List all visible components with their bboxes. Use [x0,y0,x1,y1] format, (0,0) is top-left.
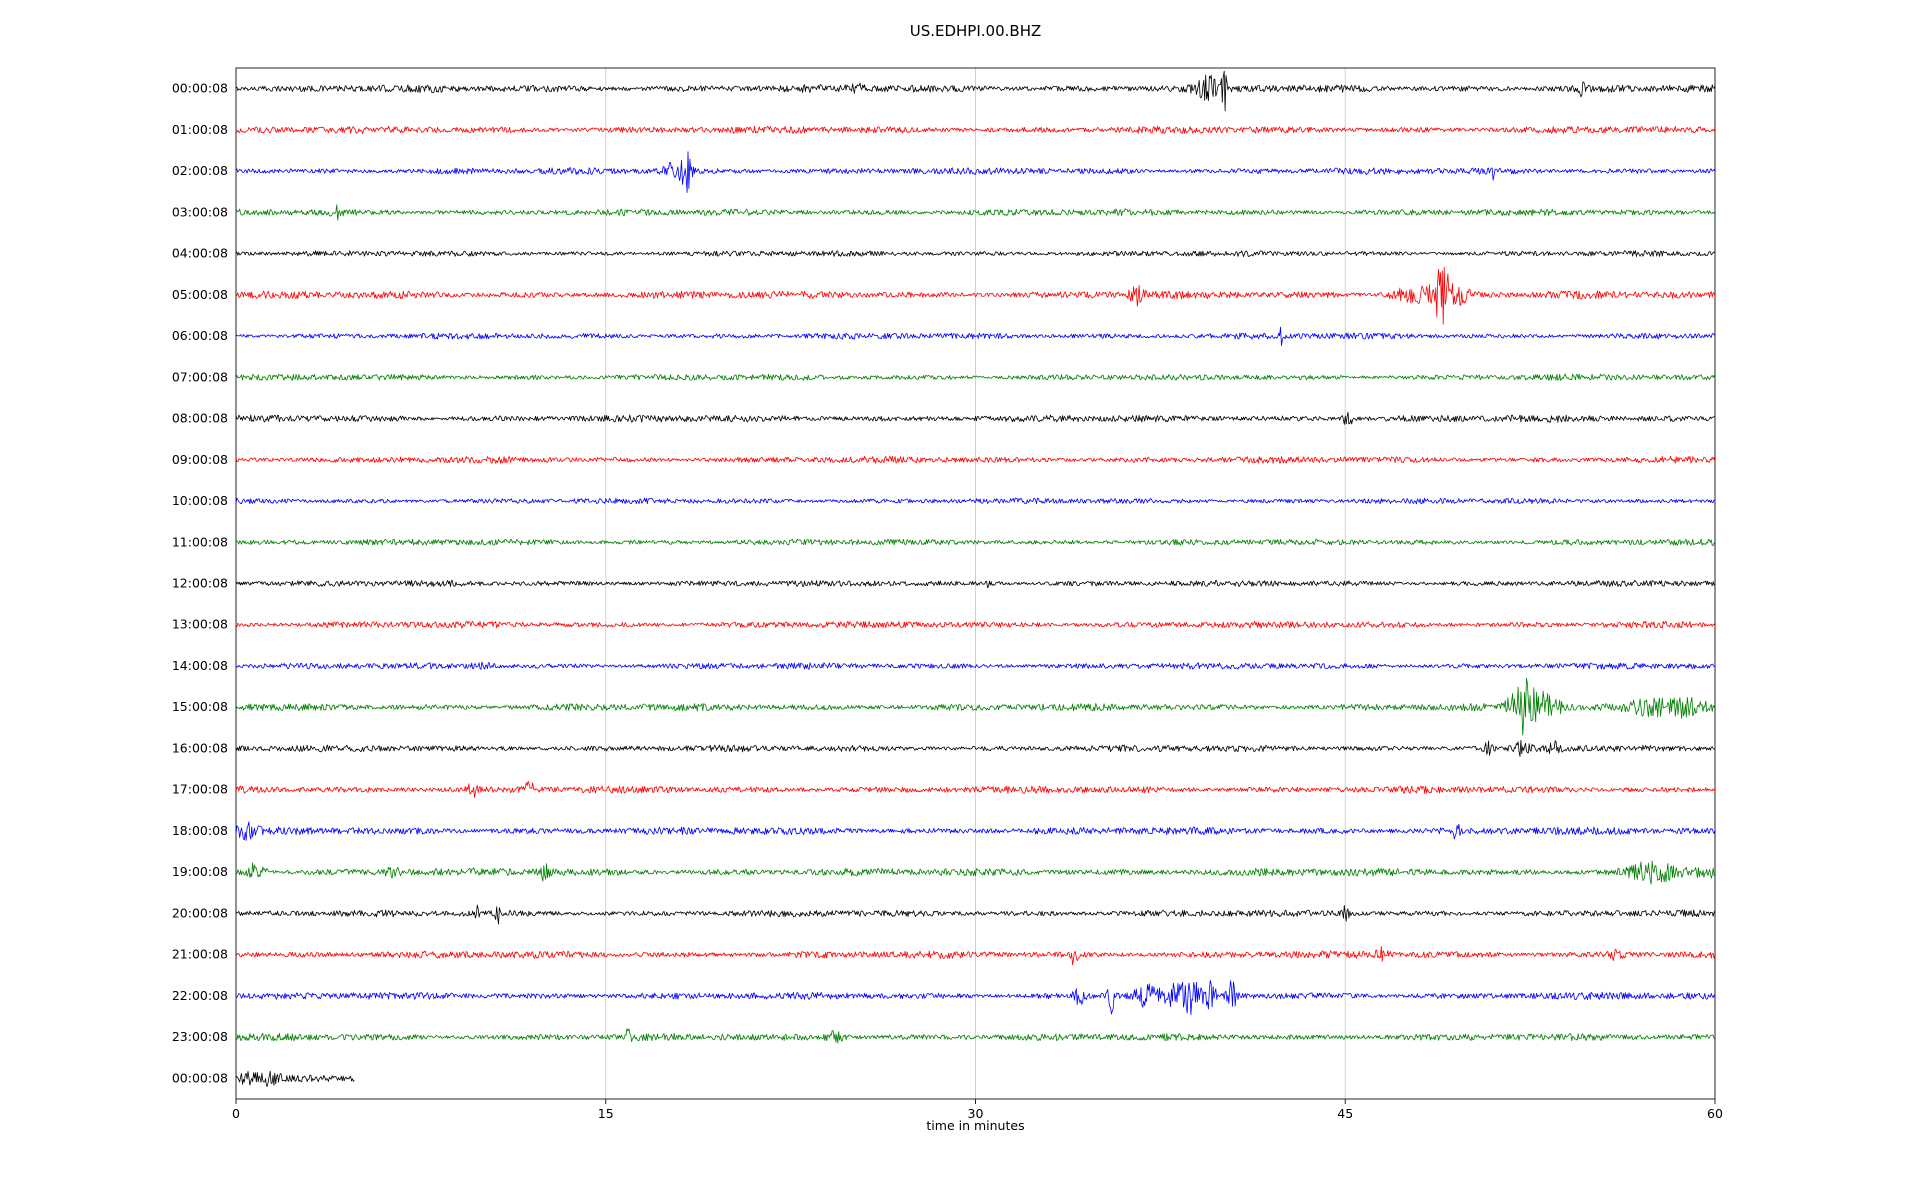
waveform-trace [236,125,1715,135]
row-label: 19:00:08 [172,864,228,879]
row-label: 03:00:08 [172,204,228,219]
waveform-trace [236,538,1715,546]
row-label: 05:00:08 [172,287,228,302]
waveform-trace [236,677,1715,736]
row-label: 11:00:08 [172,534,228,549]
waveform-trace [236,821,1715,841]
row-label: 17:00:08 [172,782,228,797]
row-label: 21:00:08 [172,947,228,962]
waveform-trace [236,781,1715,798]
row-label: 09:00:08 [172,452,228,467]
waveform-trace [236,980,1715,1016]
row-label: 10:00:08 [172,493,228,508]
waveform-trace [236,740,1715,757]
row-label: 22:00:08 [172,988,228,1003]
row-label: 08:00:08 [172,411,228,426]
row-label: 23:00:08 [172,1029,228,1044]
row-label: 18:00:08 [172,823,228,838]
waveform-trace [236,946,1715,966]
waveform-trace [236,1070,355,1087]
x-axis-label: time in minutes [926,1118,1025,1133]
x-tick-label: 0 [232,1106,240,1121]
row-label: 15:00:08 [172,699,228,714]
waveform-trace [236,326,1715,347]
x-tick-label: 15 [598,1106,614,1121]
chart-title: US.EDHPI.00.BHZ [909,22,1042,40]
waveform-trace [236,411,1715,425]
row-label: 20:00:08 [172,905,228,920]
row-label: 16:00:08 [172,740,228,755]
x-tick-label: 60 [1707,1106,1723,1121]
row-label: 00:00:08 [172,1070,228,1085]
waveform-trace [236,620,1715,629]
waveform-trace [236,497,1715,505]
row-label: 04:00:08 [172,246,228,261]
waveform-trace [236,904,1715,925]
x-tick-label: 45 [1337,1106,1353,1121]
waveform-trace [236,266,1715,325]
row-label: 07:00:08 [172,369,228,384]
waveform-trace [236,70,1715,112]
x-tick-label: 30 [968,1106,984,1121]
row-label: 13:00:08 [172,617,228,632]
row-label: 06:00:08 [172,328,228,343]
waveform-trace [236,1028,1715,1044]
waveform-trace [236,860,1715,885]
waveform-trace [236,579,1715,589]
row-label: 01:00:08 [172,122,228,137]
row-label: 14:00:08 [172,658,228,673]
waveform-trace [236,250,1715,258]
waveform-trace [236,455,1715,464]
waveform-trace [236,373,1715,381]
row-label: 02:00:08 [172,163,228,178]
waveform-trace [236,661,1715,670]
waveform-trace [236,151,1715,193]
row-label: 12:00:08 [172,576,228,591]
row-label: 00:00:08 [172,81,228,96]
traces-group [236,70,1715,1087]
waveform-trace [236,204,1715,221]
